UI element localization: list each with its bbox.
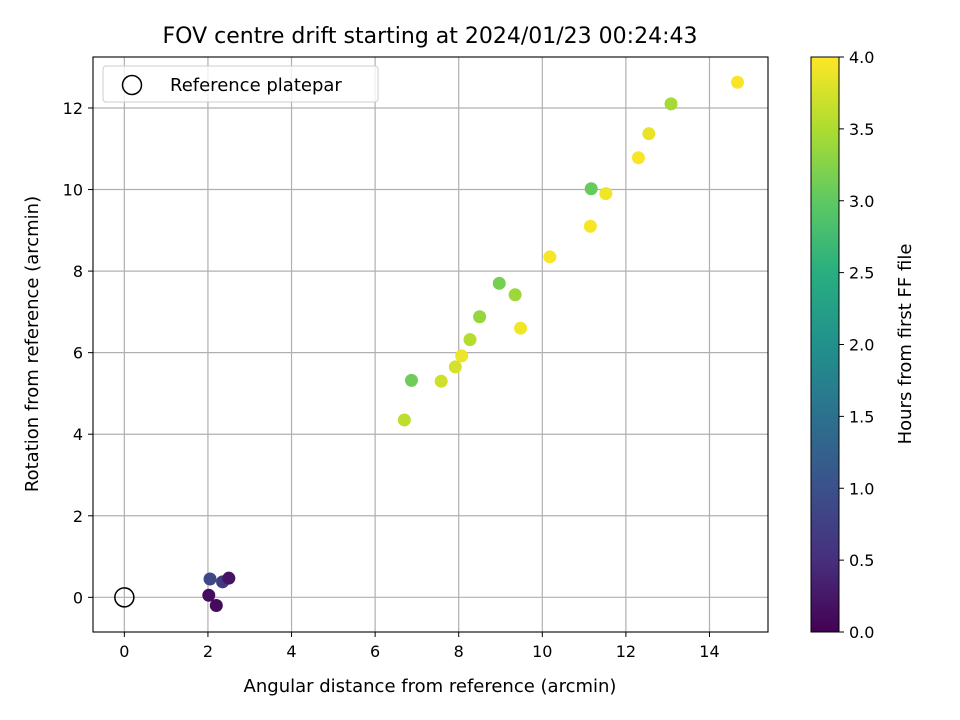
y-tick-label: 2 — [73, 507, 83, 526]
x-tick-label: 8 — [454, 642, 464, 661]
colorbar-tick-label: 2.0 — [849, 336, 874, 355]
data-point — [584, 182, 598, 196]
data-point — [202, 588, 216, 602]
x-tick-label: 4 — [286, 642, 296, 661]
data-point — [730, 75, 744, 89]
x-tick-marks: 0 2 4 6 8 10 12 14 — [119, 632, 720, 661]
colorbar-tick-label: 0.0 — [849, 623, 874, 642]
legend-marker-icon — [121, 74, 143, 96]
y-tick-label: 8 — [73, 262, 83, 281]
scatter-points — [114, 75, 744, 612]
data-point — [508, 288, 522, 302]
x-axis-label: Angular distance from reference (arcmin) — [244, 676, 617, 697]
data-point — [455, 349, 469, 363]
y-tick-label: 4 — [73, 425, 83, 444]
legend-box — [102, 65, 379, 103]
x-tick-label: 2 — [203, 642, 213, 661]
colorbar-tick-label: 1.0 — [849, 479, 874, 498]
data-point — [583, 219, 597, 233]
data-point — [434, 374, 448, 388]
colorbar-tick-label: 1.5 — [849, 407, 874, 426]
data-point — [222, 571, 236, 585]
data-point — [599, 187, 613, 201]
plot-frame — [92, 56, 769, 633]
data-point — [397, 413, 411, 427]
x-tick-label: 0 — [119, 642, 129, 661]
colorbar-tick-label: 0.5 — [849, 551, 874, 570]
y-tick-label: 10 — [63, 181, 83, 200]
data-point — [203, 572, 217, 586]
colorbar: 0.0 0.5 1.0 1.5 2.0 2.5 3.0 3.5 4.0 Hours from f… — [810, 48, 916, 642]
data-point — [514, 321, 528, 335]
data-point — [404, 373, 418, 387]
data-point — [631, 151, 645, 165]
y-tick-label: 12 — [63, 99, 83, 118]
y-axis-label: Rotation from reference (arcmin) — [22, 196, 43, 492]
grid-lines — [93, 57, 768, 632]
x-tick-label: 14 — [699, 642, 719, 661]
y-tick-marks: 0 2 4 6 8 10 12 — [63, 99, 93, 607]
x-tick-label: 12 — [616, 642, 636, 661]
reference-platepar-marker — [114, 587, 135, 608]
x-tick-label: 6 — [370, 642, 380, 661]
data-point — [642, 127, 656, 141]
colorbar-tick-label: 4.0 — [849, 48, 874, 67]
colorbar-ticks: 0.0 0.5 1.0 1.5 2.0 2.5 3.0 3.5 4.0 — [839, 48, 874, 642]
data-point — [473, 310, 487, 324]
y-tick-label: 0 — [73, 588, 83, 607]
data-point — [463, 333, 477, 347]
colorbar-tick-label: 3.0 — [849, 192, 874, 211]
data-point — [492, 276, 506, 290]
data-point — [209, 598, 223, 612]
legend-label: Reference platepar — [170, 75, 342, 96]
chart-title: FOV centre drift starting at 2024/01/23 … — [163, 24, 698, 49]
legend: Reference platepar — [102, 65, 379, 103]
colorbar-tick-label: 2.5 — [849, 264, 874, 283]
colorbar-tick-label: 3.5 — [849, 120, 874, 139]
y-tick-label: 6 — [73, 344, 83, 363]
data-point — [448, 360, 462, 374]
data-point — [664, 97, 678, 111]
colorbar-label: Hours from first FF file — [895, 244, 916, 445]
x-tick-label: 10 — [532, 642, 552, 661]
colorbar-gradient — [810, 56, 840, 633]
data-point — [543, 250, 557, 264]
